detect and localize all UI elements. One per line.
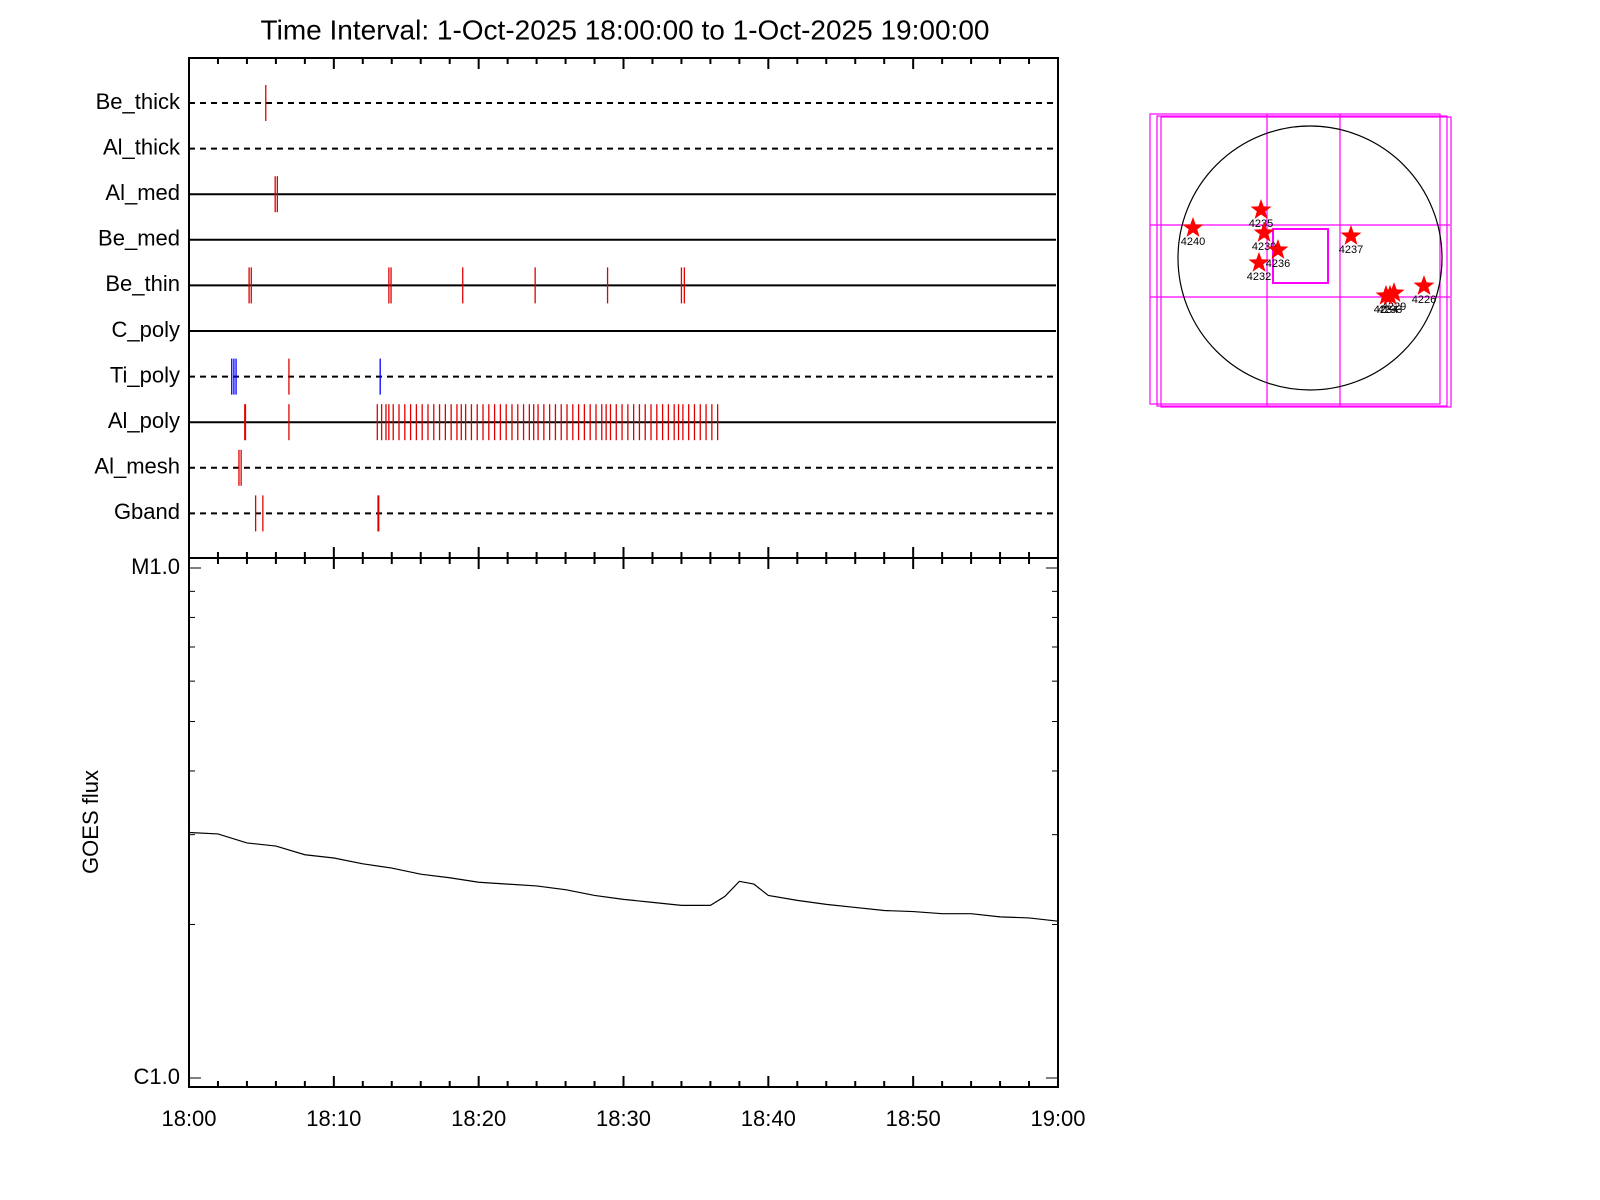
x-tick-label: 18:20 [451, 1106, 506, 1131]
ar-label: 4237 [1339, 244, 1363, 256]
row-label: C_poly [112, 317, 180, 342]
active-region [1248, 251, 1270, 272]
row-label: Ti_poly [110, 362, 180, 387]
x-tick-label: 18:50 [886, 1106, 941, 1131]
ar-label: 4240 [1181, 236, 1205, 248]
y-axis-label: GOES flux [78, 770, 103, 874]
ar-label: 4239 [1252, 241, 1276, 253]
y-tick-label: C1.0 [134, 1064, 180, 1089]
active-region [1253, 222, 1275, 242]
x-tick-label: 19:00 [1030, 1106, 1085, 1131]
y-tick-label: M1.0 [131, 554, 180, 579]
active-region [1375, 284, 1397, 305]
row-label: Gband [114, 499, 180, 524]
active-region [1182, 217, 1204, 237]
fov-box [1149, 113, 1441, 405]
active-region [1250, 199, 1272, 219]
fov-box [1156, 115, 1448, 407]
event-frame [188, 57, 1059, 559]
x-tick-label: 18:30 [596, 1106, 651, 1131]
fov-box [1160, 116, 1452, 408]
x-tick-label: 18:00 [161, 1106, 216, 1131]
ar-label: 4234 [1374, 304, 1398, 316]
row-label: Be_thick [96, 89, 181, 114]
sun-map [1149, 113, 1452, 408]
ar-label: 4229 [1382, 301, 1406, 313]
chart-title: Time Interval: 1-Oct-2025 18:00:00 to 1-… [261, 14, 990, 45]
ar-label: 4226 [1412, 294, 1436, 306]
ar-label: 4235 [1249, 218, 1273, 230]
row-label: Al_thick [103, 134, 181, 159]
x-tick-label: 18:10 [306, 1106, 361, 1131]
active-region [1383, 282, 1405, 302]
ar-label: 4233 [1378, 304, 1402, 316]
x-tick-label: 18:40 [741, 1106, 796, 1131]
active-region [1267, 239, 1289, 259]
active-region [1340, 225, 1362, 245]
row-label: Al_med [105, 180, 180, 205]
row-label: Al_mesh [94, 454, 180, 479]
flux-line [188, 831, 1059, 922]
ar-label: 4232 [1247, 271, 1271, 283]
flux-frame [188, 557, 1059, 1088]
ar-label: 4236 [1266, 258, 1290, 270]
solar-limb [1177, 125, 1443, 391]
row-label: Al_poly [108, 408, 180, 433]
row-label: Be_thin [105, 271, 180, 296]
row-label: Be_med [98, 226, 180, 251]
active-region [1413, 275, 1435, 295]
